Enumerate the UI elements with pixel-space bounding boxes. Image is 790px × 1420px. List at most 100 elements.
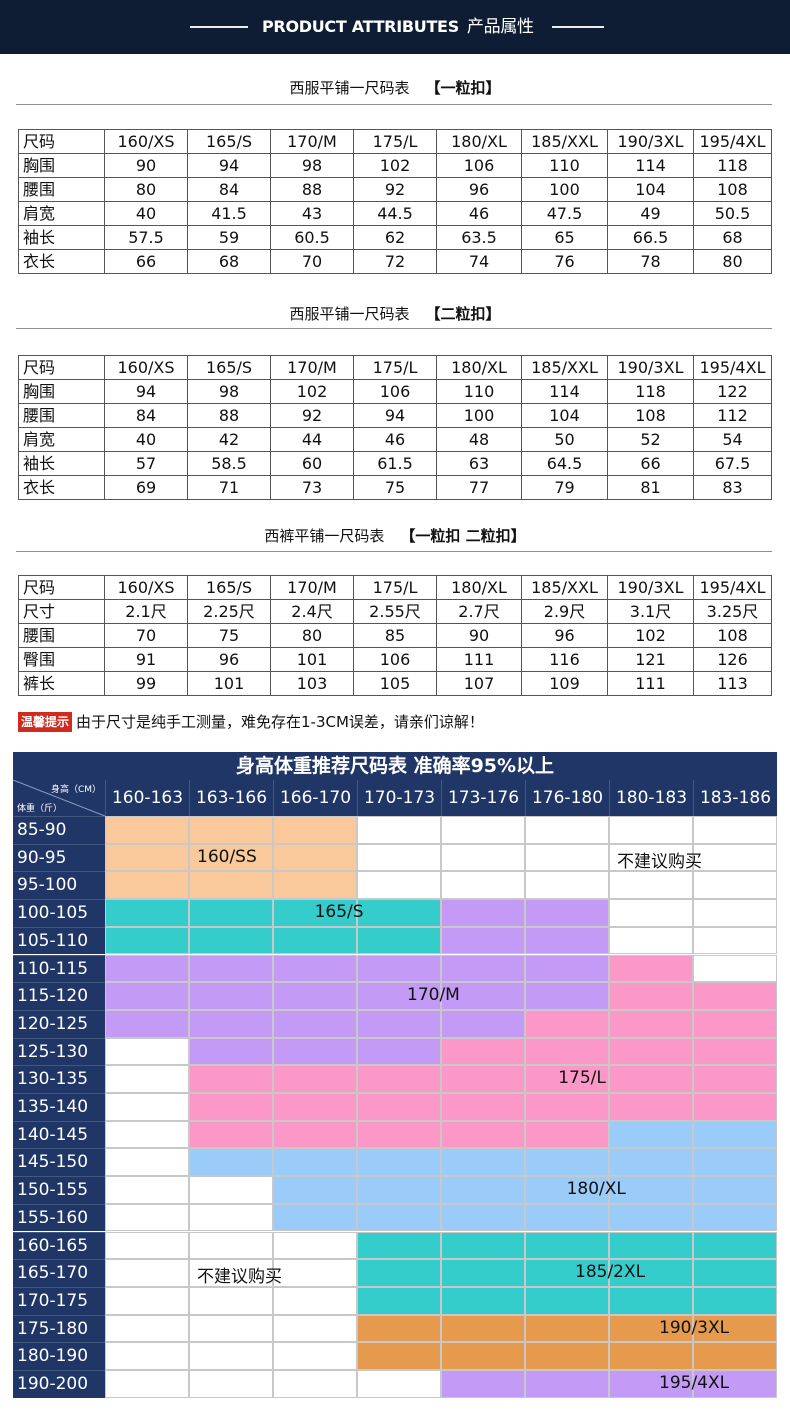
size-cell <box>357 1286 441 1315</box>
size-table-trousers: 尺码 160/XS 165/S 170/M 175/L 180/XL 185/XXL 190/… <box>18 575 772 696</box>
size-cell <box>189 1286 273 1315</box>
size-cell <box>105 1370 189 1398</box>
size-cell <box>189 871 273 900</box>
table-cell: 43 <box>270 201 354 226</box>
size-cell <box>693 1148 777 1177</box>
table-cell: 70 <box>104 623 188 648</box>
size-cell <box>693 1176 777 1204</box>
table-cell: 44.5 <box>353 201 437 226</box>
size-cell <box>693 1093 777 1121</box>
table-caption: 西服平铺一尺码表 【二粒扣】 <box>0 303 790 324</box>
table-cell: 50 <box>521 427 608 452</box>
table-cell: 116 <box>521 647 608 672</box>
size-region-label: 190/3XL <box>659 1317 730 1338</box>
row-label: 袖长 <box>18 451 105 476</box>
size-cell <box>357 1009 441 1038</box>
size-cell <box>357 1120 441 1149</box>
size-cell <box>273 1065 357 1093</box>
table-cell: 66 <box>104 249 188 274</box>
weight-range-header: 120-125 <box>13 1009 105 1038</box>
table-cell: 108 <box>607 403 694 428</box>
size-cell <box>105 1342 189 1370</box>
size-cell <box>189 1370 273 1398</box>
table-row: 胸围 90 94 98 102 106 110 114 118 <box>18 153 772 178</box>
size-cell <box>441 926 525 955</box>
size-cell <box>693 816 777 844</box>
size-cell <box>441 1037 525 1066</box>
size-cell <box>189 1259 273 1287</box>
tip-note: 温馨提示 由于尺寸是纯手工测量，难免存在1-3CM误差，请亲们谅解！ <box>18 711 484 733</box>
table-cell: 74 <box>436 249 522 274</box>
size-cell <box>273 1093 357 1121</box>
size-cell <box>609 843 693 872</box>
size-cell <box>525 816 609 844</box>
weight-range-header: 180-190 <box>13 1342 105 1370</box>
weight-axis-label: 体重（斤） <box>17 804 63 814</box>
size-cell <box>693 1370 777 1398</box>
size-cell <box>357 1231 441 1260</box>
table-cell: 195/4XL <box>693 129 772 154</box>
size-cell <box>273 982 357 1010</box>
size-cell <box>609 982 693 1010</box>
size-cell <box>189 1203 273 1232</box>
size-cell <box>525 954 609 983</box>
table-cell: 108 <box>693 623 772 648</box>
table-cell: 102 <box>270 379 354 404</box>
size-cell <box>189 1342 273 1370</box>
size-cell <box>693 1120 777 1149</box>
size-cell <box>609 1259 693 1287</box>
size-cell <box>105 1286 189 1315</box>
size-cell <box>357 926 441 955</box>
table-cell: 79 <box>521 475 608 500</box>
size-cell <box>189 1120 273 1149</box>
weight-range-header: 145-150 <box>13 1148 105 1177</box>
size-cell <box>693 1065 777 1093</box>
size-cell <box>441 1065 525 1093</box>
table-cell: 2.9尺 <box>521 599 608 624</box>
table-cell: 96 <box>521 623 608 648</box>
table-cell: 3.25尺 <box>693 599 772 624</box>
size-cell <box>105 1065 189 1093</box>
size-cell <box>357 1370 441 1398</box>
table-header-row: 尺码 160/XS 165/S 170/M 175/L 180/XL 185/XXL 190/… <box>18 129 772 154</box>
table-cell: 68 <box>187 249 271 274</box>
weight-range-header: 170-175 <box>13 1286 105 1315</box>
table-cell: 185/XXL <box>521 575 608 600</box>
weight-range-header: 95-100 <box>13 871 105 900</box>
height-range-header: 173-176 <box>441 780 525 816</box>
weight-range-header: 165-170 <box>13 1259 105 1287</box>
table-row: 衣长 69 71 73 75 77 79 81 83 <box>18 475 772 500</box>
size-cell <box>357 871 441 900</box>
size-cell <box>609 1370 693 1398</box>
weight-range-header: 130-135 <box>13 1065 105 1093</box>
size-cell <box>441 1314 525 1343</box>
weight-range-header: 85-90 <box>13 816 105 844</box>
table-cell: 175/L <box>353 575 437 600</box>
table-cell: 52 <box>607 427 694 452</box>
title-cn: 产品属性 <box>466 17 534 37</box>
size-cell <box>525 1342 609 1370</box>
size-table-jacket-two-button: 尺码 160/XS 165/S 170/M 175/L 180/XL 185/XXL 190/… <box>18 355 772 500</box>
table-cell: 92 <box>353 177 437 202</box>
size-cell <box>693 982 777 1010</box>
size-cell <box>357 1176 441 1204</box>
size-cell <box>357 1342 441 1370</box>
table-row: 胸围 94 98 102 106 110 114 118 122 <box>18 379 772 404</box>
table-cell: 54 <box>693 427 772 452</box>
size-cell <box>273 1148 357 1177</box>
table-cell: 83 <box>693 475 772 500</box>
table-cell: 126 <box>693 647 772 672</box>
row-label: 尺码 <box>18 355 105 380</box>
table-header-row: 尺码 160/XS 165/S 170/M 175/L 180/XL 185/XXL 190/… <box>18 575 772 600</box>
table-cell: 88 <box>187 403 271 428</box>
size-cell <box>273 871 357 900</box>
row-label: 肩宽 <box>18 201 105 226</box>
table-cell: 94 <box>104 379 188 404</box>
size-cell <box>273 816 357 844</box>
table-cell: 46 <box>353 427 437 452</box>
size-cell <box>357 1259 441 1287</box>
height-range-header: 176-180 <box>525 780 609 816</box>
table-cell: 102 <box>353 153 437 178</box>
weight-range-header: 150-155 <box>13 1176 105 1204</box>
size-cell <box>609 926 693 955</box>
